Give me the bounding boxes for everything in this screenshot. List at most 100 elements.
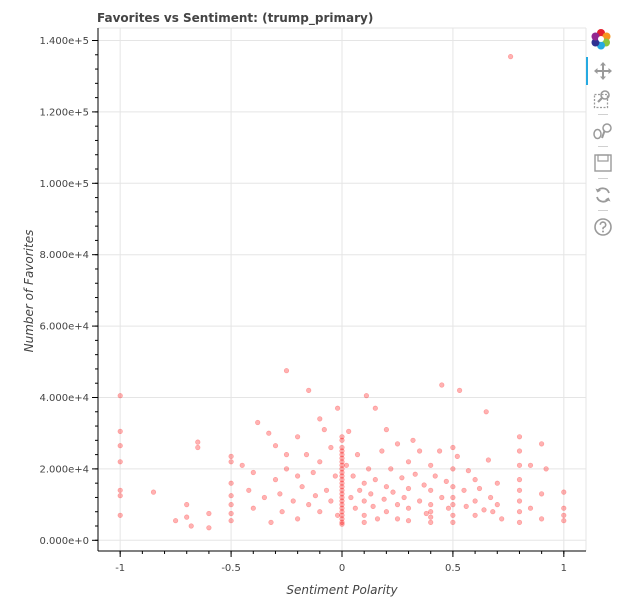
scatter-point [117,428,123,435]
scatter-point [561,489,567,495]
y-tick-label: 2.000e+4 [39,464,89,475]
scatter-point [283,368,290,374]
scatter-point [339,434,345,440]
scatter-point [516,434,523,440]
scatter-point [283,466,290,472]
axes-layer: -1 -0.5 0 0.5 1 0.000e+0 2.000e+4 4.000e+4 6.000… [39,28,586,574]
scatter-point [405,485,412,492]
scatter-point [516,498,523,504]
scatter-point [428,509,434,515]
scatter-point [439,494,445,501]
scatter-point [228,510,234,517]
scatter-point [250,469,256,476]
y-tick-label: 1.200e+5 [39,107,89,118]
x-axis-label: Sentiment Polarity [286,583,398,597]
scatter-point [268,519,274,526]
scatter-point [428,519,434,526]
wheel-zoom-tool-icon[interactable] [588,118,618,144]
scatter-point [361,480,367,486]
scatter-point [516,487,523,493]
scatter-point [117,393,123,399]
scatter-point [561,512,567,518]
active-tool-indicator [586,57,588,85]
grid-layer [98,27,587,551]
scatter-point [339,455,345,461]
scatter-point [173,518,179,524]
scatter-point [394,441,401,447]
scatter-point [481,507,487,513]
scatter-point [184,514,190,520]
scatter-point [328,498,334,504]
scatter-point [339,448,345,454]
scatter-point [117,493,123,499]
scatter-point [317,509,323,515]
scatter-point [343,462,350,468]
scatter-point [412,471,418,477]
reset-tool-icon[interactable] [588,182,618,208]
scatter-point [339,494,345,501]
scatter-point [206,525,212,531]
scatter-point [361,498,367,504]
scatter-point [508,53,514,60]
scatter-point [366,466,372,472]
scatter-point [335,512,341,518]
save-tool-icon[interactable] [588,150,618,176]
scatter-point [339,452,345,458]
scatter-point [306,387,312,394]
scatter-point [538,441,545,447]
scatter-point [538,516,545,522]
scatter-point [499,516,505,522]
scatter-point [303,452,310,458]
scatter-point [361,512,367,518]
scatter-point [437,448,443,454]
scatter-point [450,494,456,501]
scatter-point [450,502,456,508]
scatter-point [401,494,407,501]
scatter-point [428,502,434,508]
scatter-point [328,444,334,451]
x-tick-label: 0 [339,563,345,574]
scatter-point [339,487,345,493]
scatter-point [339,509,345,515]
scatter-point [255,419,261,426]
scatter-point [339,466,345,472]
scatter-point [394,516,401,522]
scatter-point [272,477,279,483]
scatter-point [463,503,469,510]
scatter-point [538,491,545,497]
y-tick-label: 1.000e+5 [39,179,89,190]
scatter-point [266,430,272,436]
toolbar-separator [598,210,608,211]
scatter-point [117,459,123,465]
scatter-point [339,444,345,451]
scatter-point [339,521,345,527]
box-zoom-tool-icon[interactable] [588,86,618,112]
scatter-point [370,503,376,510]
scatter-point [490,509,496,515]
help-tool-icon[interactable] [588,214,618,240]
scatter-point [485,457,492,463]
scatter-point [383,484,390,490]
bokeh-logo-icon[interactable] [586,26,616,52]
pan-tool-icon[interactable] [588,58,618,84]
scatter-point [421,482,427,488]
y-tick-label: 0.000e+0 [39,536,89,547]
scatter-point [290,498,296,504]
scatter-point [561,518,567,524]
scatter-point [339,505,345,511]
scatter-point [339,480,345,486]
scatter-point [295,473,301,479]
scatter-point [443,478,449,485]
scatter-point [117,512,123,518]
scatter-point [354,452,361,458]
scatter-point [228,502,234,508]
y-axis-label: Number of Favorites [22,230,36,353]
scatter-point [363,393,370,399]
scatter-point [374,516,381,522]
scatter-point [423,510,429,517]
scatter-point [417,498,423,504]
scatter-point [184,502,190,508]
scatter-point [390,489,396,495]
scatter-point [483,409,489,415]
